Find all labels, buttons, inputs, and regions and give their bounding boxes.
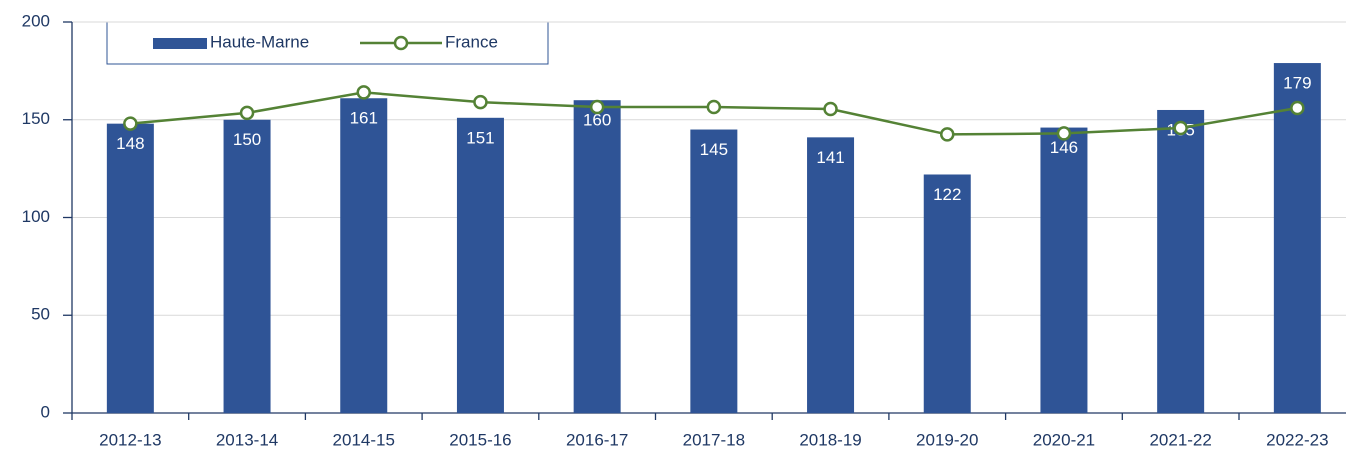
line-marker: [356, 85, 371, 100]
bar-value-label: 141: [816, 148, 844, 167]
x-tick-label: 2022-23: [1266, 430, 1328, 449]
bar: [340, 98, 388, 414]
y-tick-label: 150: [22, 109, 50, 128]
bar: [923, 174, 971, 413]
bar: [1040, 127, 1088, 413]
x-tick-label: 2012-13: [99, 430, 161, 449]
x-tick-label: 2016-17: [566, 430, 628, 449]
line-marker: [589, 99, 605, 115]
line-marker: [1173, 120, 1188, 136]
bar: [106, 123, 154, 413]
line-marker: [239, 105, 255, 121]
x-tick-label: 2013-14: [216, 430, 278, 449]
bar-value-label: 160: [583, 111, 611, 130]
line-marker: [706, 99, 722, 115]
line-marker: [823, 101, 838, 117]
x-tick-label: 2015-16: [449, 430, 511, 449]
legend-swatch: [153, 38, 207, 49]
legend-label: France: [445, 32, 498, 51]
x-tick-label: 2019-20: [916, 430, 978, 449]
legend-label: Haute-Marne: [210, 32, 309, 51]
y-tick-label: 50: [31, 305, 50, 324]
bar: [1157, 109, 1205, 413]
bar: [456, 117, 504, 414]
bar-value-label: 179: [1283, 74, 1311, 93]
bar-value-label: 146: [1050, 138, 1078, 157]
line-marker: [1290, 100, 1305, 116]
bar-value-label: 150: [233, 130, 261, 149]
line-marker: [473, 94, 488, 110]
legend-swatch: [393, 35, 409, 51]
bar: [1273, 63, 1321, 414]
line-marker: [123, 116, 138, 131]
bar-value-label: 161: [350, 109, 378, 128]
x-tick-label: 2021-22: [1149, 430, 1211, 449]
x-tick-label: 2020-21: [1033, 430, 1095, 449]
bar-value-label: 145: [700, 140, 728, 159]
bar: [807, 137, 855, 413]
bar-value-label: 148: [116, 134, 144, 153]
y-tick-label: 0: [41, 402, 50, 421]
y-tick-label: 200: [22, 11, 50, 30]
bar-value-label: 151: [466, 128, 494, 147]
x-tick-label: 2014-15: [333, 430, 395, 449]
x-tick-label: 2018-19: [799, 430, 861, 449]
x-tick-label: 2017-18: [683, 430, 745, 449]
line-marker: [1056, 126, 1072, 141]
bar: [573, 100, 621, 413]
bar-value-label: 122: [933, 185, 961, 204]
bar: [223, 119, 271, 413]
line-marker: [940, 127, 955, 142]
y-tick-label: 100: [22, 207, 50, 226]
bar: [690, 129, 738, 413]
